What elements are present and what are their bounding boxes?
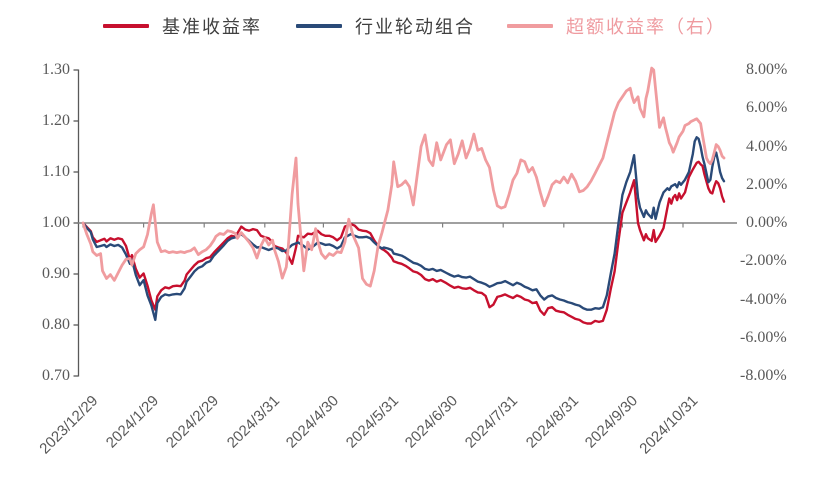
series-line-rotation [81, 136, 726, 322]
left-axis-label: 0.90 [42, 265, 70, 282]
left-axis-label: 1.20 [42, 112, 70, 129]
left-axis-label: 1.00 [42, 214, 70, 231]
legend-label-benchmark: 基准收益率 [162, 17, 262, 37]
series-line-excess [81, 66, 726, 288]
series-line-benchmark [81, 160, 726, 325]
right-axis-label: -2.00% [740, 252, 787, 270]
right-axis-label: -6.00% [740, 328, 787, 346]
legend-item-excess-return: 超额收益率（右） [507, 13, 726, 39]
legend-label-excess: 超额收益率（右） [566, 17, 726, 37]
left-axis-label: 1.10 [42, 163, 70, 180]
right-axis-label: 8.00% [746, 61, 788, 78]
right-axis-label: -4.00% [740, 290, 787, 308]
right-axis-label: 6.00% [746, 99, 788, 117]
right-axis-label: 0.00% [746, 214, 788, 231]
right-axis-label: -8.00% [740, 367, 787, 384]
left-axis-label: 0.80 [42, 316, 70, 333]
left-axis-label: 0.70 [42, 367, 70, 384]
legend-item-rotation-portfolio: 行业轮动组合 [296, 13, 475, 39]
right-axis-label: 4.00% [746, 137, 788, 155]
legend-label-rotation: 行业轮动组合 [355, 17, 475, 37]
right-axis-label: 2.00% [746, 175, 788, 193]
legend-swatch-excess-line [507, 24, 553, 28]
legend-item-benchmark: 基准收益率 [103, 13, 262, 39]
left-axis-label: 1.30 [42, 61, 70, 78]
legend-swatch-benchmark-line [103, 24, 149, 28]
legend-swatch-rotation-line [296, 24, 342, 28]
